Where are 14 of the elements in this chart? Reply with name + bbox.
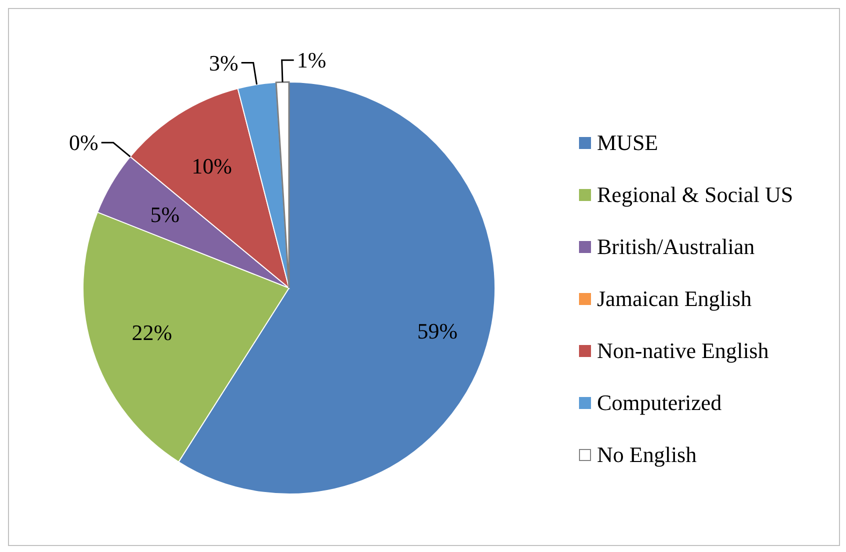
legend-label: Jamaican English: [597, 286, 752, 312]
data-label: 1%: [296, 48, 326, 73]
data-label: 5%: [150, 202, 180, 228]
legend-label: Computerized: [597, 390, 722, 416]
legend-label: No English: [597, 442, 697, 468]
data-label: 22%: [132, 320, 172, 346]
legend-label: British/Australian: [597, 234, 755, 260]
data-label: 3%: [209, 50, 238, 76]
text: 0%: [68, 130, 98, 156]
legend-label: Regional & Social US: [597, 182, 794, 208]
legend-label: MUSE: [597, 130, 658, 156]
legend-label: Non-native English: [597, 338, 769, 364]
data-label: 59%: [417, 318, 458, 344]
data-label: 10%: [192, 154, 232, 179]
